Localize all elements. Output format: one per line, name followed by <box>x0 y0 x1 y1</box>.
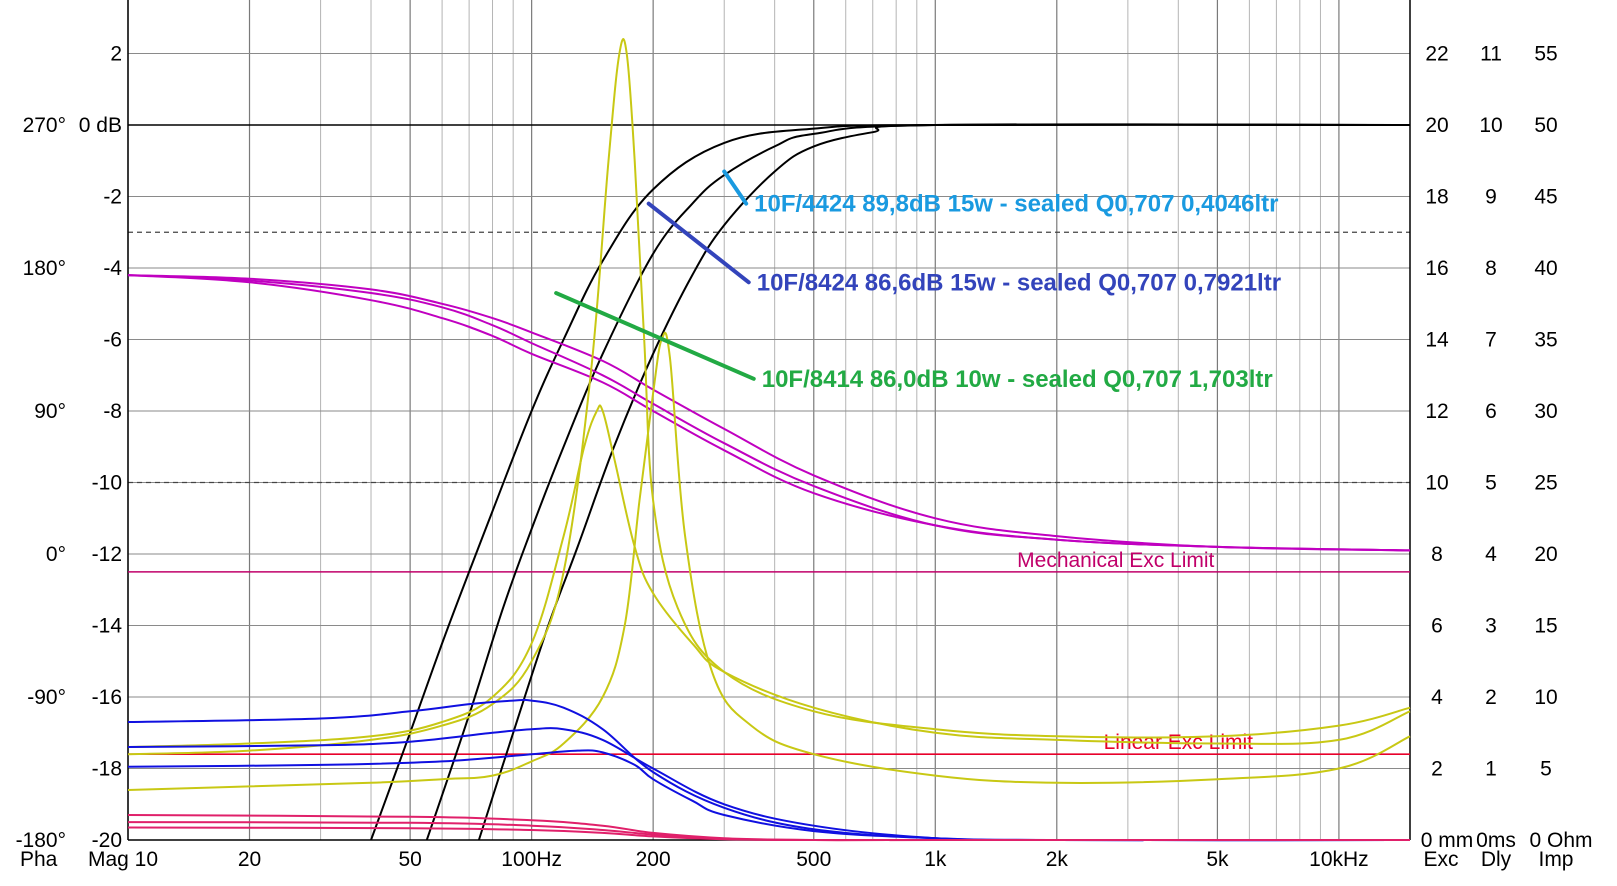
x-tick-label: 10kHz <box>1309 848 1369 871</box>
exc-tick-label: 16 <box>1425 257 1448 280</box>
imp-tick-label: 10 <box>1534 686 1557 709</box>
impedance-curve-6 <box>127 38 1411 756</box>
x-tick-label: 20 <box>238 848 261 871</box>
pha-corner-label: Pha <box>20 848 58 871</box>
phase-tick-label: 0° <box>46 543 66 566</box>
x-tick-label: 200 <box>636 848 671 871</box>
mag-tick-label: -4 <box>103 257 122 280</box>
x-tick-label: Mag 10 <box>88 848 158 871</box>
dly-tick-label: 11 <box>1480 43 1502 66</box>
dly-tick-label: 3 <box>1485 615 1497 638</box>
exc-tick-label: 4 <box>1431 686 1443 709</box>
mag-tick-label: -10 <box>92 472 122 495</box>
mag-tick-label: -8 <box>103 400 122 423</box>
mag-tick-label: -16 <box>92 686 122 709</box>
phase-curve-5 <box>127 274 1411 552</box>
excursion-curve-14 <box>127 826 1410 842</box>
exc-tick-label: 18 <box>1425 186 1448 209</box>
exc-tick-label: 20 <box>1425 114 1448 137</box>
exc-tick-label: 8 <box>1431 543 1443 566</box>
imp-tick-label: 35 <box>1534 329 1557 352</box>
exc-tick-label: 2 <box>1431 758 1443 781</box>
exc-tick-label: 14 <box>1425 329 1449 352</box>
dly-tick-label: 5 <box>1485 472 1497 495</box>
phase-tick-label: -180° <box>16 829 66 852</box>
imp-tick-label: 15 <box>1534 615 1557 638</box>
annotation-label: 10F/8424 86,6dB 15w - sealed Q0,707 0,79… <box>757 269 1281 296</box>
exc-unit-label: 0 mm <box>1421 829 1474 852</box>
dly-tick-label: 4 <box>1485 543 1497 566</box>
imp-tick-label: 50 <box>1534 114 1557 137</box>
exc-tick-label: 22 <box>1425 43 1448 66</box>
x-tick-label: 1k <box>924 848 947 871</box>
x-tick-label: 500 <box>796 848 831 871</box>
phase-tick-label: 90° <box>34 400 66 423</box>
phase-tick-label: 180° <box>23 257 66 280</box>
dly-tick-label: 10 <box>1479 114 1502 137</box>
annotation-pointer <box>722 169 749 206</box>
annotation-pointer <box>554 291 756 381</box>
imp-tick-label: 25 <box>1534 472 1557 495</box>
mag-tick-label: -6 <box>103 329 122 352</box>
dly-tick-label: 2 <box>1485 686 1497 709</box>
dly-tick-label: 9 <box>1485 186 1497 209</box>
dly-unit-label: 0ms <box>1476 829 1516 852</box>
impedance-curve-7 <box>127 404 1411 748</box>
mag-tick-label: 0 dB <box>79 114 122 137</box>
dly-tick-label: 1 <box>1485 758 1497 781</box>
mag-tick-label: 2 <box>110 43 122 66</box>
mag-tick-label: -2 <box>103 186 122 209</box>
imp-tick-label: 40 <box>1534 257 1557 280</box>
x-tick-label: 100Hz <box>501 848 562 871</box>
imp-tick-label: 45 <box>1534 186 1557 209</box>
phase-curve-4 <box>127 274 1411 552</box>
annotation-pointer <box>646 201 751 285</box>
exc-tick-label: 12 <box>1425 400 1448 423</box>
x-tick-label: 2k <box>1046 848 1069 871</box>
phase-tick-label: -90° <box>27 686 66 709</box>
mag-tick-label: -14 <box>92 615 123 638</box>
imp-tick-label: 5 <box>1540 758 1552 781</box>
exc-tick-label: 6 <box>1431 615 1443 638</box>
dly-tick-label: 8 <box>1485 257 1497 280</box>
grid <box>127 0 1411 841</box>
annotations: 10F/4424 89,8dB 15w - sealed Q0,707 0,40… <box>554 169 1281 393</box>
imp-tick-label: 20 <box>1534 543 1557 566</box>
dly-corner-label: Dly <box>1481 848 1512 871</box>
mag-tick-label: -20 <box>92 829 122 852</box>
annotation-label: 10F/4424 89,8dB 15w - sealed Q0,707 0,40… <box>754 191 1278 218</box>
mag-tick-label: -18 <box>92 758 122 781</box>
phase-tick-label: 270° <box>23 114 66 137</box>
exc-tick-label: 10 <box>1425 472 1448 495</box>
imp-tick-label: 30 <box>1534 400 1557 423</box>
x-tick-label: 5k <box>1206 848 1229 871</box>
imp-unit-label: 0 Ohm <box>1529 829 1592 852</box>
axes: 20 dB-2-4-6-8-10-12-14-16-18-20270°180°9… <box>16 43 1593 872</box>
limit-label: Mechanical Exc Limit <box>1017 549 1214 572</box>
exc-corner-label: Exc <box>1423 848 1458 871</box>
dly-tick-label: 6 <box>1485 400 1497 423</box>
imp-corner-label: Imp <box>1538 848 1573 871</box>
x-tick-label: 50 <box>398 848 421 871</box>
dly-tick-label: 7 <box>1485 329 1497 352</box>
imp-tick-label: 55 <box>1534 43 1557 66</box>
mag-tick-label: -12 <box>92 543 122 566</box>
annotation-label: 10F/8414 86,0dB 10w - sealed Q0,707 1,70… <box>762 366 1273 393</box>
